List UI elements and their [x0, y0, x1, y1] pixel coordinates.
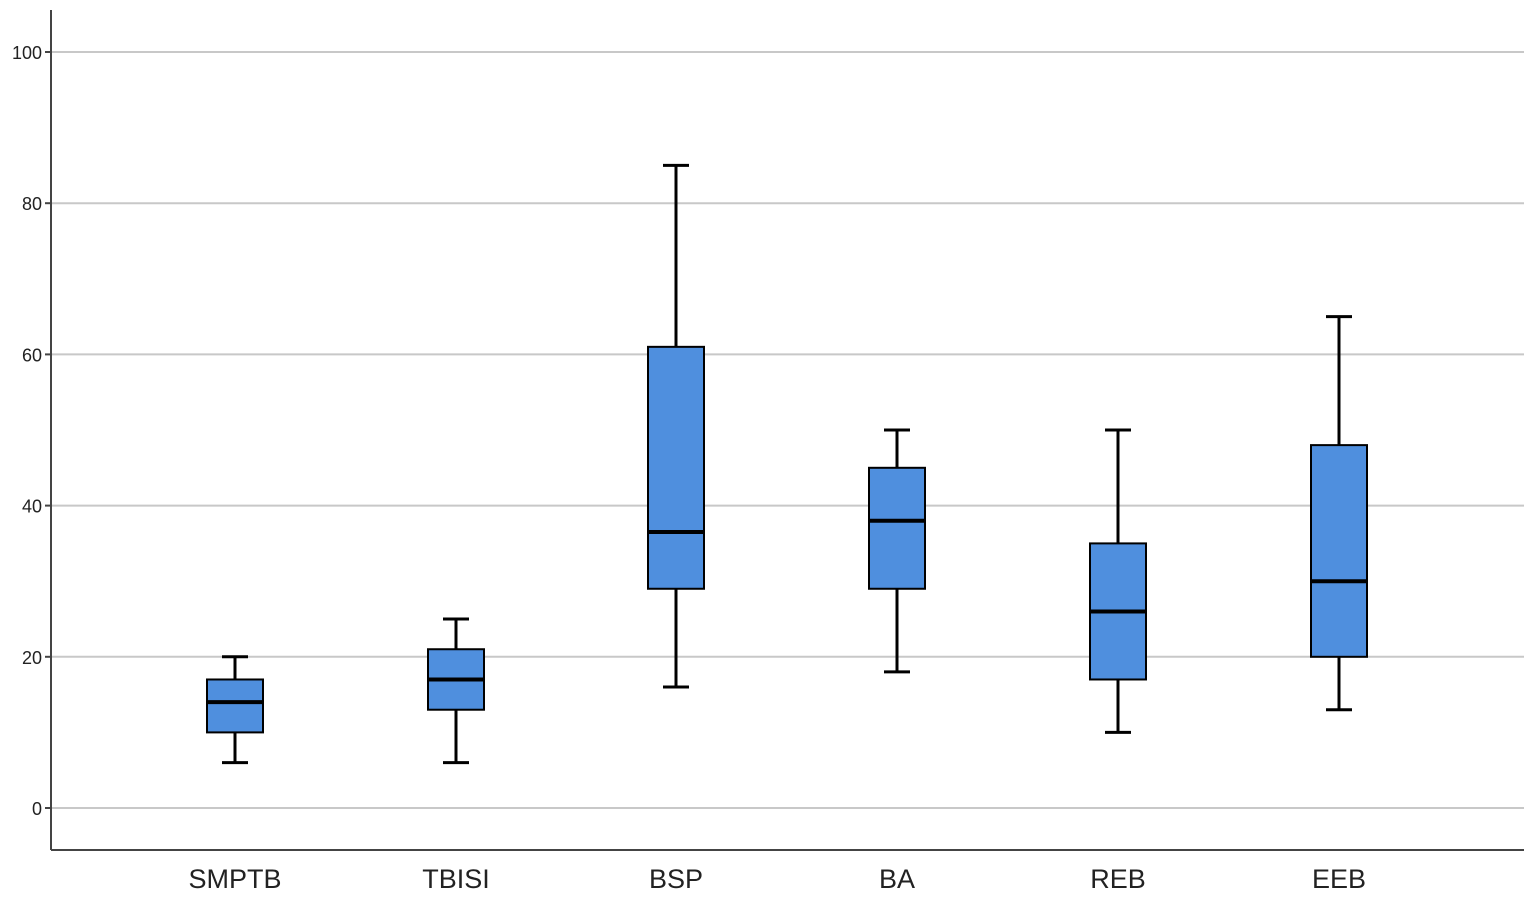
y-tick-label-0: 0 [32, 799, 42, 819]
y-tick-label-60: 60 [22, 345, 42, 365]
box-tbisi [427, 617, 485, 765]
x-category-label-ba: BA [879, 864, 915, 894]
iqr-box-eeb [1310, 444, 1368, 658]
box-smptb [206, 655, 264, 765]
x-category-label-bsp: BSP [649, 864, 703, 894]
box-reb [1089, 428, 1147, 734]
category-labels: SMPTB TBISI BSP BA REB EEB [188, 864, 1366, 894]
iqr-box-ba [868, 466, 926, 590]
boxes [206, 163, 1368, 765]
x-category-label-reb: REB [1090, 864, 1146, 894]
box-bsp [647, 163, 705, 689]
grid-lines [51, 51, 1524, 809]
axes [45, 10, 1524, 851]
y-tick-label-100: 100 [12, 43, 42, 63]
y-tick-label-40: 40 [22, 497, 42, 517]
x-category-label-eeb: EEB [1312, 864, 1366, 894]
y-tick-labels: 0 20 40 60 80 100 [12, 43, 42, 819]
y-tick-label-80: 80 [22, 194, 42, 214]
iqr-box-bsp [647, 345, 705, 590]
box-ba [868, 428, 926, 674]
iqr-box-smptb [206, 678, 264, 734]
x-category-label-tbisi: TBISI [422, 864, 490, 894]
x-category-label-smptb: SMPTB [188, 864, 281, 894]
y-tick-label-20: 20 [22, 648, 42, 668]
box-eeb [1310, 315, 1368, 712]
